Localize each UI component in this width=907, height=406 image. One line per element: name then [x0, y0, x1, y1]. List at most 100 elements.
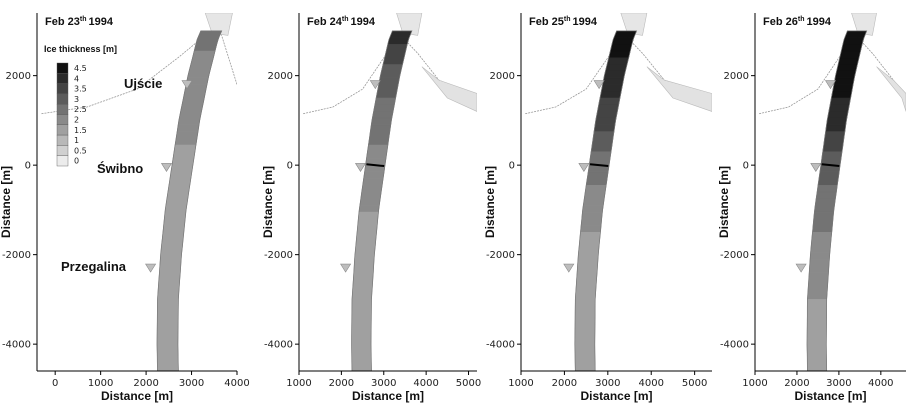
ice-cell: [351, 312, 372, 320]
ice-cell: [574, 346, 596, 354]
ice-cell: [842, 37, 865, 45]
ice-cell: [356, 232, 377, 240]
ice-cell: [156, 332, 179, 340]
ice-cell: [353, 265, 374, 273]
ice-cell: [574, 305, 596, 314]
ice-cell: [157, 312, 179, 320]
legend-level: 3.5: [74, 85, 87, 94]
ice-cell: [192, 50, 216, 59]
ice-cell: [605, 64, 628, 72]
ice-cell: [574, 312, 596, 320]
ice-cell: [156, 339, 179, 347]
panel-title: Feb 26th 1994: [763, 16, 832, 28]
ice-boom-line: [589, 163, 609, 168]
ice-cell: [806, 346, 827, 354]
ice-cell: [173, 144, 197, 152]
ice-cell: [808, 272, 829, 280]
ice-cell: [807, 359, 827, 367]
ice-cell: [807, 292, 828, 300]
ice-cell: [171, 158, 195, 166]
x-tick-label: 4000: [224, 378, 249, 389]
ice-cell: [574, 352, 596, 361]
y-axis-label: Distance [m]: [717, 166, 731, 238]
legend-level: 3: [74, 95, 79, 104]
ice-cell: [362, 178, 384, 186]
ice-cell: [808, 279, 829, 287]
ice-cell: [840, 44, 863, 52]
ice-cell: [195, 37, 220, 45]
ice-cell: [574, 332, 596, 340]
plot-area: [41, 13, 237, 371]
title-date: Feb 23: [45, 16, 80, 28]
ice-cell: [593, 124, 616, 132]
panel-1: 0 1000 2000 3000 4000-4000-200002000Distance…: [0, 13, 250, 403]
label-swibno: Świbno: [97, 161, 143, 176]
legend-swatch: [56, 124, 69, 136]
sea-patch: [421, 66, 477, 112]
ice-cell: [172, 151, 196, 159]
ice-cell: [613, 30, 637, 38]
ice-cell: [589, 151, 612, 159]
panel-4: 1000 2000 3000 4000-4000-200002000Distance …: [717, 13, 906, 403]
ice-cell: [574, 326, 596, 334]
ice-cell: [178, 111, 202, 119]
station-marker: [160, 163, 173, 172]
ice-cell: [806, 352, 827, 361]
ice-cell: [807, 299, 827, 307]
ice-cell: [167, 185, 191, 193]
ice-cell: [578, 245, 600, 253]
sea-patch: [876, 66, 906, 112]
ice-cell: [817, 178, 839, 186]
ice-cell: [574, 319, 596, 327]
y-tick-label: 0: [25, 161, 31, 172]
legend-swatch: [56, 145, 69, 156]
ice-cell: [359, 198, 381, 206]
ice-cell: [839, 50, 861, 59]
ice-cell: [181, 97, 205, 105]
ice-cell: [837, 57, 860, 65]
ice-cell: [156, 326, 179, 334]
station-marker: [593, 80, 605, 90]
ice-cell: [576, 272, 598, 280]
ice-cell: [351, 346, 372, 354]
ice-cell: [157, 366, 179, 371]
y-tick-label: 2000: [6, 71, 31, 82]
legend-level: 2: [74, 116, 79, 125]
x-tick-label: 2000: [784, 378, 809, 389]
y-tick-label: 2000: [490, 71, 515, 82]
ice-cell: [175, 131, 199, 139]
station-marker: [145, 263, 157, 273]
ice-cell: [156, 352, 179, 361]
sea-patch: [646, 66, 712, 112]
y-axis-label: Distance [m]: [261, 166, 275, 238]
ice-cell: [809, 252, 831, 260]
ice-cell: [156, 319, 179, 327]
station-marker: [369, 80, 381, 90]
plot-area: [303, 13, 477, 371]
plot-area: [525, 13, 712, 371]
x-tick-label: 1000: [286, 378, 311, 389]
ice-cell: [818, 171, 840, 179]
ice-cell: [586, 171, 609, 179]
title-year: 1994: [806, 16, 831, 28]
ice-cell: [590, 144, 613, 152]
ice-cell: [574, 299, 596, 307]
ice-cell: [188, 64, 213, 72]
ice-cell: [591, 138, 614, 146]
legend-level: 0: [74, 157, 79, 166]
ice-cell: [356, 225, 378, 233]
ice-cell: [366, 151, 388, 159]
title-year: 1994: [88, 16, 113, 28]
ice-cell: [814, 205, 835, 213]
ice-cell: [351, 326, 372, 334]
ice-cell: [368, 138, 390, 146]
ice-cell: [367, 144, 389, 152]
ice-cell: [358, 205, 380, 213]
ice-cell: [827, 111, 849, 119]
ice-cell: [806, 332, 827, 340]
ice-cell: [159, 265, 182, 273]
ice-cell: [197, 30, 223, 38]
ice-cell: [580, 218, 602, 226]
ice-cell: [353, 258, 375, 267]
